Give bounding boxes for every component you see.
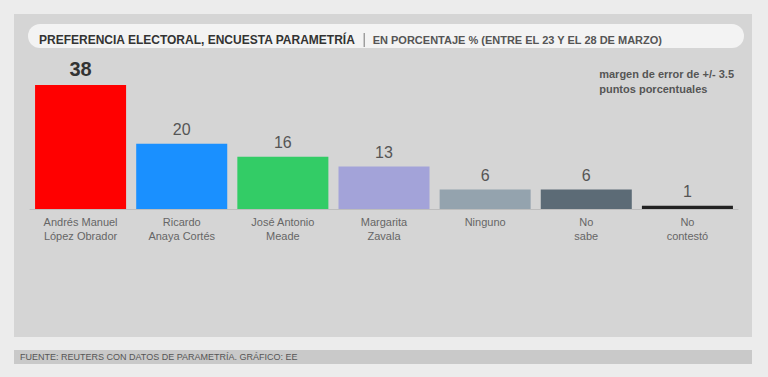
svg-text:contestó: contestó (667, 230, 709, 242)
svg-text:Zavala: Zavala (367, 230, 401, 242)
svg-text:José Antonio: José Antonio (251, 216, 314, 228)
svg-text:No: No (579, 216, 593, 228)
svg-text:13: 13 (375, 144, 393, 161)
svg-text:20: 20 (173, 121, 191, 138)
svg-text:Meade: Meade (266, 230, 300, 242)
svg-text:margen de error de +/- 3.5: margen de error de +/- 3.5 (599, 68, 734, 80)
svg-text:puntos porcentuales: puntos porcentuales (599, 83, 707, 95)
svg-text:6: 6 (481, 167, 490, 184)
svg-text:FUENTE: REUTERS CON DATOS DE P: FUENTE: REUTERS CON DATOS DE PARAMETRÍA.… (20, 352, 298, 362)
svg-text:6: 6 (582, 167, 591, 184)
svg-text:Margarita: Margarita (361, 216, 408, 228)
svg-text:No: No (680, 216, 694, 228)
svg-text:López Obrador: López Obrador (44, 230, 118, 242)
svg-text:16: 16 (274, 134, 292, 151)
svg-text:Ricardo: Ricardo (163, 216, 201, 228)
svg-text:Anaya Cortés: Anaya Cortés (148, 230, 215, 242)
svg-text:Andrés Manuel: Andrés Manuel (44, 216, 118, 228)
svg-text:sabe: sabe (574, 230, 598, 242)
svg-text:EN PORCENTAJE % (ENTRE EL 23 Y: EN PORCENTAJE % (ENTRE EL 23 Y EL 28 DE … (373, 34, 663, 46)
svg-text:1: 1 (683, 183, 692, 200)
svg-text:PREFERENCIA ELECTORAL, ENCUEST: PREFERENCIA ELECTORAL, ENCUESTA PARAMETR… (39, 32, 355, 47)
svg-text:38: 38 (69, 58, 91, 80)
svg-text:Ninguno: Ninguno (465, 216, 506, 228)
